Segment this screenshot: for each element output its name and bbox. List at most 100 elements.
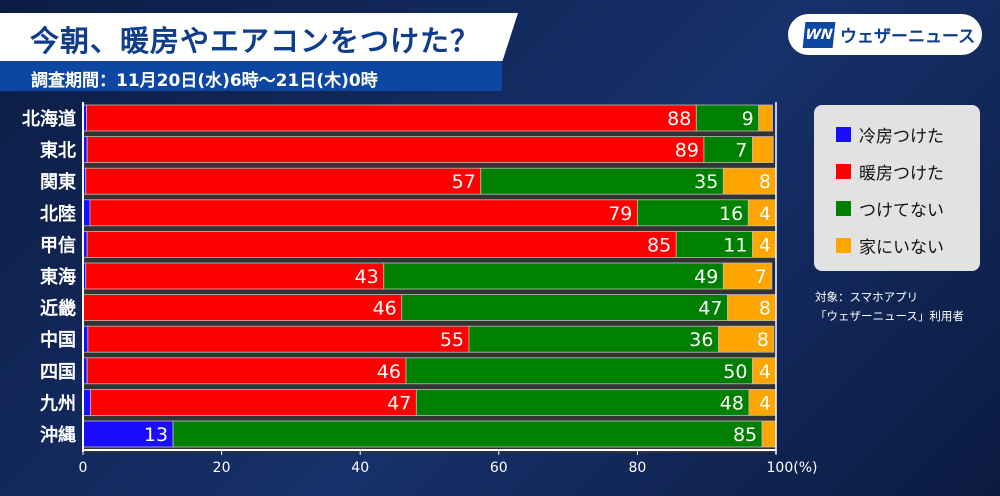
data-label: 49 xyxy=(694,266,718,288)
row-separator xyxy=(83,194,776,200)
data-label: 7 xyxy=(735,140,747,162)
x-tick-label: 60 xyxy=(490,460,508,476)
data-label: 85 xyxy=(733,424,757,446)
row-separator xyxy=(83,162,776,169)
data-label: 46 xyxy=(377,361,401,383)
bar-家にいない xyxy=(747,199,777,227)
data-label: 48 xyxy=(720,392,744,414)
legend-label: 家にいない xyxy=(859,238,944,258)
chart-title: 今朝、暖房やエアコンをつけた？ xyxy=(30,24,481,58)
data-label: 8 xyxy=(759,298,771,320)
bar-暖房つけた xyxy=(86,136,705,164)
category-label: 甲信 xyxy=(40,234,76,256)
bar-冷房つけた xyxy=(82,420,174,448)
bar-つけてない xyxy=(172,420,763,448)
data-label: 16 xyxy=(719,203,743,225)
category-label: 関東 xyxy=(40,171,76,193)
data-label: 57 xyxy=(452,171,476,193)
bar-家にいない xyxy=(748,388,777,416)
row-separator xyxy=(83,415,776,421)
x-tick-label: 20 xyxy=(213,460,231,476)
data-label: 50 xyxy=(723,361,747,383)
row-separator xyxy=(83,289,776,295)
row-separator xyxy=(83,225,776,232)
legend-item: つけてない xyxy=(836,196,944,221)
legend-swatch xyxy=(836,127,851,142)
data-label: 4 xyxy=(759,392,771,414)
legend-label: つけてない xyxy=(859,201,944,221)
data-label: 8 xyxy=(759,171,771,193)
bar-暖房つけた xyxy=(89,199,638,227)
bar-家にいない xyxy=(722,262,773,290)
category-label: 中国 xyxy=(40,329,76,351)
note-target: 対象：スマホアプリ xyxy=(815,290,919,304)
x-tick-label: 40 xyxy=(351,460,369,476)
data-label: 47 xyxy=(387,392,411,414)
bar-冷房つけた xyxy=(82,199,91,227)
data-label: 89 xyxy=(675,140,699,162)
bar-家にいない xyxy=(752,136,774,164)
legend-label: 冷房つけた xyxy=(859,127,944,147)
bar-つけてない xyxy=(415,388,750,416)
data-label: 79 xyxy=(608,203,632,225)
data-label: 43 xyxy=(355,266,379,288)
data-label: 4 xyxy=(759,203,771,225)
data-label: 4 xyxy=(759,234,771,256)
data-label: 47 xyxy=(698,298,722,320)
bar-家にいない xyxy=(718,325,775,353)
logo-text: ウェザーニュース xyxy=(840,27,976,47)
bar-つけてない xyxy=(383,262,724,290)
data-label: 36 xyxy=(689,329,713,351)
data-label: 8 xyxy=(757,329,769,351)
bar-暖房つけた xyxy=(87,325,470,353)
data-label: 46 xyxy=(373,298,397,320)
data-label: 35 xyxy=(694,171,718,193)
bar-暖房つけた xyxy=(85,167,482,195)
bar-暖房つけた xyxy=(86,104,697,132)
row-separator xyxy=(83,320,776,327)
title-banner xyxy=(0,13,518,61)
bar-家にいない xyxy=(727,294,777,322)
bar-つけてない xyxy=(675,230,753,258)
legend-item: 暖房つけた xyxy=(836,159,944,184)
bar-つけてない xyxy=(480,167,724,195)
data-label: 7 xyxy=(755,266,767,288)
category-label: 九州 xyxy=(39,393,76,414)
bar-つけてない xyxy=(405,357,753,385)
x-tick-label: 100(%) xyxy=(767,460,818,476)
data-label: 9 xyxy=(742,108,754,130)
category-label: 東北 xyxy=(40,140,76,162)
weathernews-logo: WN ウェザーニュース xyxy=(788,14,982,55)
data-label: 85 xyxy=(647,234,671,256)
legend-label: 暖房つけた xyxy=(859,164,944,184)
row-separator xyxy=(83,257,776,263)
bar-つけてない xyxy=(468,325,719,353)
legend-item: 冷房つけた xyxy=(836,122,944,147)
data-label: 88 xyxy=(667,108,691,130)
bar-冷房つけた xyxy=(82,388,92,416)
row-separator xyxy=(83,383,776,390)
x-tick-label: 0 xyxy=(79,460,88,476)
bar-暖房つけた xyxy=(90,388,417,416)
note-app: 「ウェザーニュース」利用者 xyxy=(815,309,964,323)
bar-家にいない xyxy=(761,420,777,448)
row-separator xyxy=(83,352,776,358)
category-label: 北海道 xyxy=(22,108,76,130)
bar-つけてない xyxy=(695,104,760,132)
row-separator xyxy=(83,131,776,137)
bar-つけてない xyxy=(637,199,749,227)
legend: 冷房つけた暖房つけたつけてない家にいない xyxy=(814,105,980,271)
bar-暖房つけた xyxy=(86,357,407,385)
data-label: 11 xyxy=(723,234,747,256)
data-label: 4 xyxy=(759,361,771,383)
bar-暖房つけた xyxy=(86,230,677,258)
bar-暖房つけた xyxy=(85,262,385,290)
bar-暖房つけた xyxy=(82,294,403,322)
category-label: 近畿 xyxy=(40,298,76,320)
category-label: 四国 xyxy=(40,362,76,383)
x-tick-label: 80 xyxy=(628,460,646,476)
data-label: 55 xyxy=(440,329,464,351)
survey-period: 調査期間：11月20日(水)6時〜21日(木)0時 xyxy=(31,71,378,91)
data-label: 13 xyxy=(144,424,168,446)
